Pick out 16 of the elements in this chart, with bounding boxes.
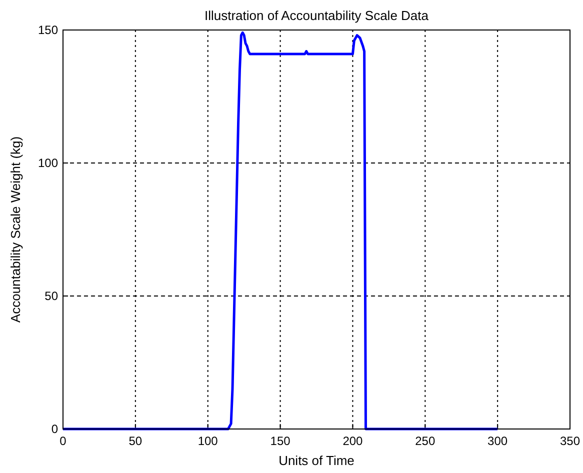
x-tick-label: 350 bbox=[560, 434, 580, 448]
y-tick-label: 50 bbox=[44, 289, 58, 303]
x-tick-label: 200 bbox=[342, 434, 364, 448]
y-tick-label: 100 bbox=[38, 156, 58, 170]
y-axis-title: Accountability Scale Weight (kg) bbox=[8, 136, 23, 323]
x-tick-label: 150 bbox=[270, 434, 291, 448]
x-tick-label: 100 bbox=[198, 434, 218, 448]
x-tick-label: 50 bbox=[128, 434, 142, 448]
y-tick-label: 0 bbox=[51, 422, 58, 436]
chart-title: Illustration of Accountability Scale Data bbox=[204, 8, 430, 23]
x-tick-label: 250 bbox=[415, 434, 436, 448]
x-tick-label: 300 bbox=[488, 434, 508, 448]
x-axis-title: Units of Time bbox=[278, 453, 354, 468]
y-tick-label: 150 bbox=[38, 23, 58, 37]
x-tick-label: 0 bbox=[60, 434, 67, 448]
line-series bbox=[62, 31, 499, 430]
